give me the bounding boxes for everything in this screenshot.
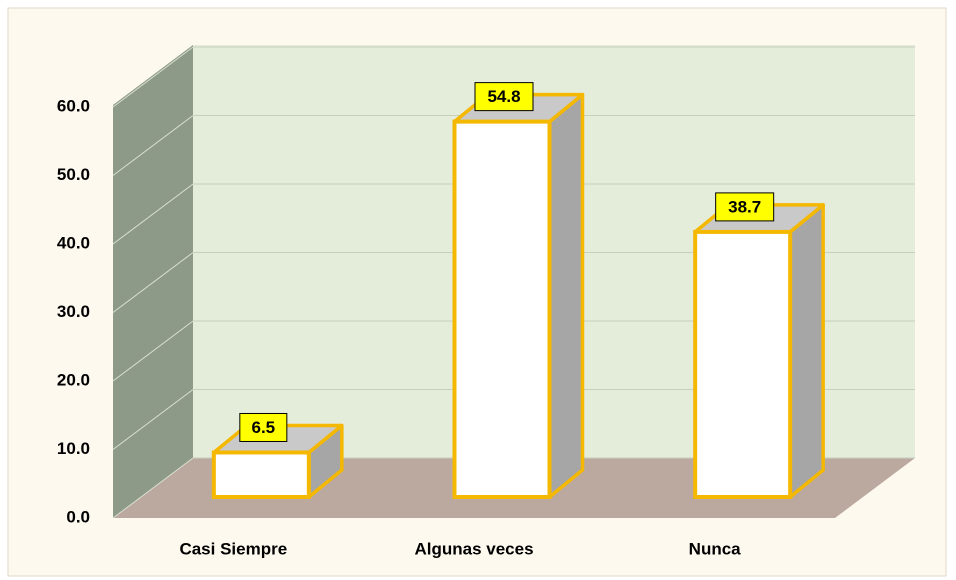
grid-line [112, 389, 194, 450]
y-tick-label: 20.0 [57, 370, 90, 389]
x-tick-label: Casi Siempre [179, 539, 287, 558]
y-tick-label: 50.0 [57, 165, 90, 184]
y-tick-label: 60.0 [57, 96, 90, 115]
value-label: 6.5 [252, 418, 276, 437]
y-tick-label: 0.0 [66, 507, 90, 526]
grid-line [112, 183, 194, 245]
grid-line [112, 457, 194, 519]
bar [211, 450, 311, 500]
y-tick-label: 10.0 [57, 439, 90, 458]
y-tick-label: 40.0 [57, 233, 90, 252]
value-label: 38.7 [728, 197, 761, 216]
x-tick-label: Algunas veces [414, 539, 533, 558]
bar [693, 229, 793, 499]
value-label-box [715, 192, 775, 222]
grid-line [112, 46, 194, 108]
bar-side [547, 92, 585, 499]
value-label-box [474, 82, 534, 112]
value-label: 54.8 [487, 87, 520, 106]
side-wall [113, 45, 193, 518]
value-label-box [239, 412, 288, 442]
bar [452, 119, 552, 500]
grid-line [112, 252, 194, 313]
y-tick-label: 30.0 [57, 302, 90, 321]
bar-side [788, 203, 825, 499]
grid-line [112, 320, 194, 382]
grid-line [112, 115, 194, 176]
x-tick-label: Nunca [689, 539, 742, 558]
